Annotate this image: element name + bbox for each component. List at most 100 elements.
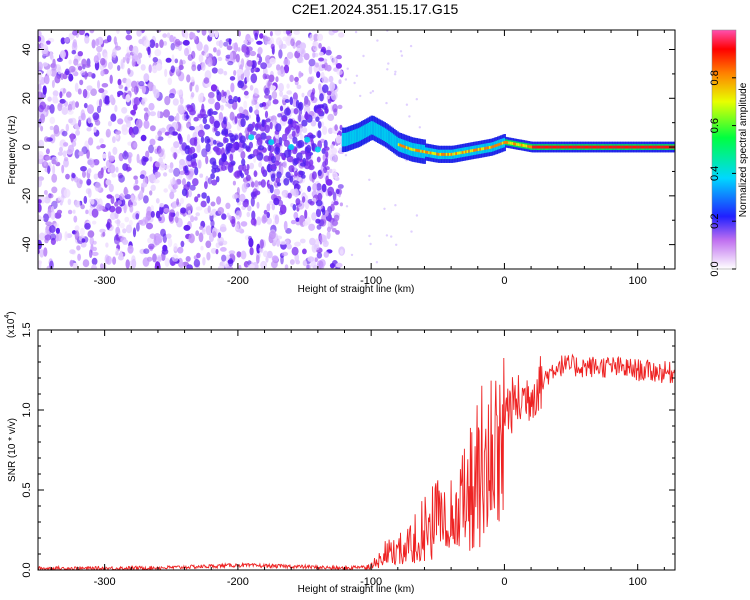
carrier-mid-cell: [396, 136, 399, 151]
snr-y-scale-label: (x104): [4, 311, 17, 338]
carrier-core-cell: [596, 145, 599, 149]
spectrogram-noise-cell: [250, 73, 258, 84]
spectrogram-noise-cell: [66, 91, 72, 98]
spectrogram-noise-cell: [229, 51, 234, 61]
carrier-core-cell: [543, 145, 546, 149]
carrier-core-cell: [588, 145, 591, 149]
carrier-core-cell: [607, 145, 610, 149]
spectrogram-noise-cell: [197, 64, 202, 72]
spectrogram-noise-cell: [83, 195, 88, 204]
spectrogram-core-cell: [281, 133, 288, 142]
spectrogram-core-cell: [260, 179, 266, 188]
spectrogram-noise-cell: [212, 231, 217, 238]
spectrogram-noise-cell: [89, 249, 93, 258]
spectrogram-core-cell: [237, 80, 245, 89]
spectrogram-core-cell: [307, 185, 312, 192]
spectrogram-x-tick-label: 100: [629, 275, 647, 287]
spectrogram-noise-cell: [124, 86, 128, 91]
spectrogram-noise-cell: [77, 88, 82, 95]
spectrogram-noise-cell: [42, 213, 49, 223]
spectrogram-noise-cell: [195, 212, 200, 217]
spectrogram-noise-cell: [268, 200, 274, 206]
spectrogram-noise-cell: [121, 127, 129, 136]
carrier-mid-cell: [341, 133, 345, 147]
spectrogram-noise-cell: [239, 193, 246, 202]
spectrogram-noise-cell: [193, 216, 198, 221]
spectrogram-noise-cell: [326, 90, 332, 96]
spectrogram-noise-cell: [286, 83, 290, 89]
spectrogram-noise-cell: [210, 84, 218, 92]
spectrogram-noise-cell: [134, 179, 139, 185]
spectrogram-noise-cell: [163, 188, 168, 193]
colorbar-label: Normalized spectral amplitude: [738, 82, 749, 217]
spectrogram-noise-cell: [285, 35, 292, 46]
spectrogram-noise-cell: [335, 262, 343, 268]
spectrogram-noise-cell: [44, 238, 49, 244]
spectrogram-noise-cell: [156, 30, 162, 33]
spectrogram-core-cell: [284, 107, 291, 116]
spectrogram-noise-cell: [177, 246, 184, 254]
carrier-core-cell: [656, 145, 660, 149]
spectrogram-sparse-cell: [410, 230, 413, 233]
spectrogram-noise-cell: [260, 62, 267, 70]
spectrogram-noise-cell: [148, 102, 155, 111]
spectrogram-noise-cell: [243, 181, 249, 190]
spectrogram-core-cell: [200, 200, 207, 208]
spectrogram-noise-cell: [104, 95, 110, 105]
spectrogram-noise-cell: [155, 261, 161, 269]
carrier-core-cell: [632, 145, 636, 149]
carrier-core-cell: [575, 145, 578, 149]
spectrogram-core-cell: [265, 135, 272, 141]
spectrogram-noise-cell: [38, 36, 42, 42]
carrier-core-cell: [650, 145, 654, 149]
spectrogram-noise-cell: [296, 84, 302, 90]
spectrogram-noise-cell: [192, 34, 197, 40]
carrier-mid-cell: [393, 134, 396, 148]
spectrogram-noise-cell: [60, 37, 66, 45]
spectrogram-noise-cell: [293, 183, 301, 190]
spectrogram-noise-cell: [144, 112, 149, 121]
snr-x-tick-label: 100: [629, 576, 647, 588]
spectrogram-noise-cell: [281, 251, 289, 257]
spectrogram-core-cell: [311, 171, 317, 180]
spectrogram-core-cell: [295, 125, 300, 134]
carrier-core-cell: [620, 145, 623, 149]
spectrogram-noise-cell: [258, 162, 262, 168]
spectrogram-noise-cell: [117, 200, 122, 206]
spectrogram-noise-cell: [89, 30, 95, 34]
spectrogram-noise-cell: [56, 209, 63, 215]
spectrogram-noise-cell: [63, 188, 71, 198]
carrier-core-cell: [604, 145, 607, 149]
spectrogram-core-cell: [289, 175, 294, 183]
spectrogram-noise-cell: [226, 212, 230, 218]
spectrogram-noise-cell: [249, 162, 255, 170]
carrier-core-cell: [581, 145, 585, 149]
spectrogram-noise-cell: [47, 165, 51, 175]
spectrogram-core-cell: [267, 145, 272, 152]
carrier-core-cell: [437, 152, 441, 156]
spectrogram-noise-cell: [87, 230, 95, 238]
spectrogram-noise-cell: [289, 74, 294, 83]
spectrogram-noise-cell: [186, 264, 193, 269]
spectrogram-noise-cell: [236, 68, 244, 75]
carrier-core-cell: [615, 145, 618, 149]
spectrogram-core-cell: [304, 113, 310, 120]
spectrogram-core-cell: [295, 198, 301, 206]
spectrogram-core-cell: [283, 178, 290, 186]
spectrogram-noise-cell: [331, 220, 339, 227]
spectrogram-core-cell: [323, 166, 328, 174]
spectrogram-noise-cell: [44, 75, 50, 85]
spectrogram-core-cell: [245, 174, 251, 182]
spectrogram-noise-cell: [254, 180, 259, 188]
spectrogram-noise-cell: [193, 259, 201, 268]
snr-marks: [38, 353, 675, 570]
spectrogram-core-cell: [260, 166, 265, 175]
spectrogram-noise-cell: [86, 178, 92, 186]
spectrogram-noise-cell: [136, 30, 142, 37]
spectrogram-noise-cell: [96, 204, 103, 212]
snr-y-scale-prefix: (x10: [6, 318, 17, 338]
spectrogram-noise-cell: [131, 53, 138, 62]
snr-x-tick-label: -200: [227, 576, 249, 588]
spectrogram-y-tick-label: 20: [21, 92, 33, 104]
spectrogram-noise-cell: [43, 247, 48, 257]
